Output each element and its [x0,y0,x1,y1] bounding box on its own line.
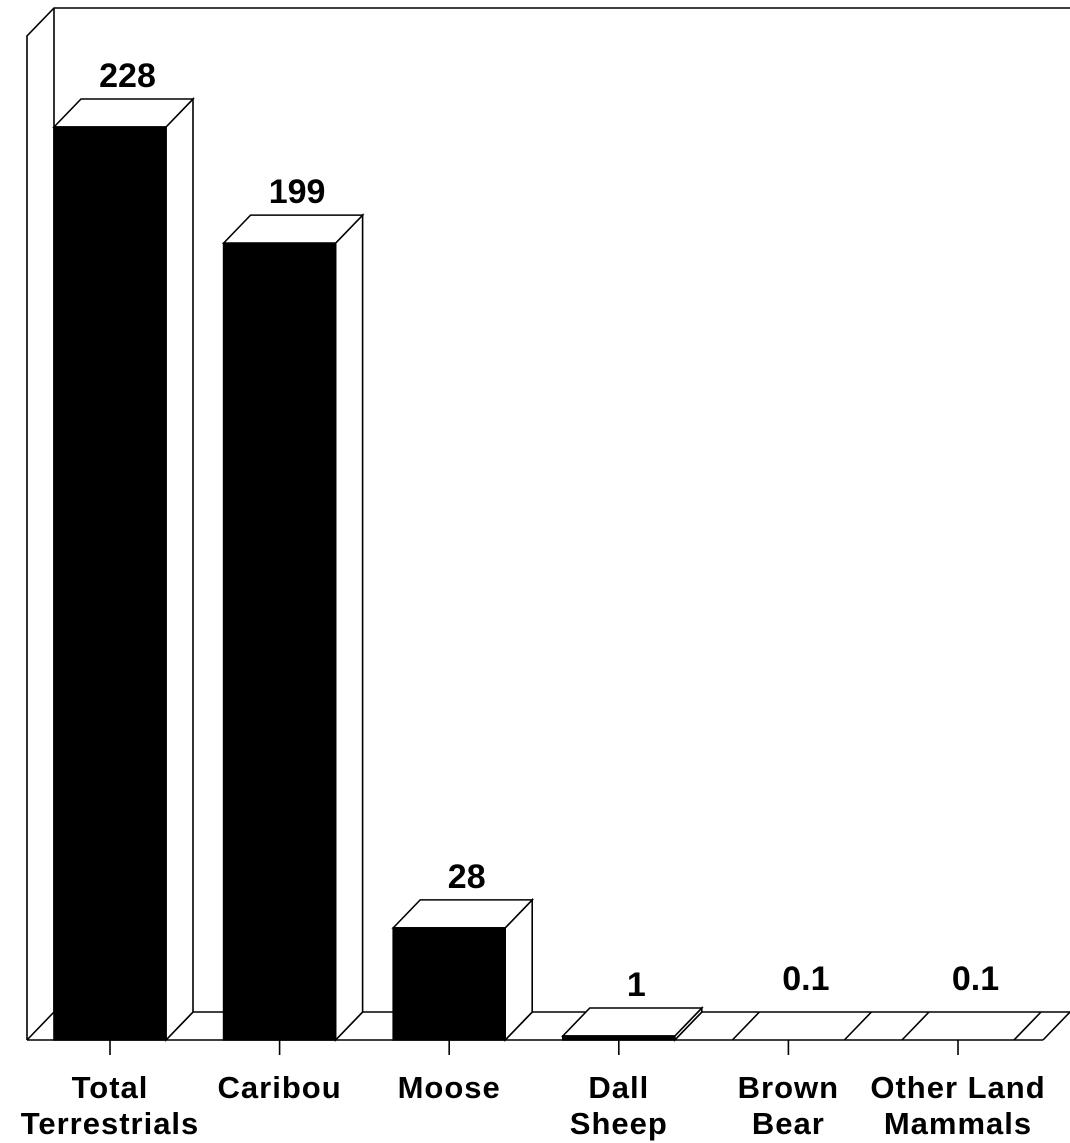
floor-separator [731,1011,760,1041]
bar-front [53,126,167,1041]
data-label: 228 [99,57,156,95]
floor-separator [1013,1011,1042,1041]
category-label: Dall [588,1070,649,1105]
data-label: 0.1 [782,960,829,998]
floor-separator [26,1011,55,1041]
bar-front [561,1035,676,1041]
category-label: Mammals [884,1106,1032,1141]
data-label: 199 [269,173,326,211]
floor-separator [843,1011,872,1041]
floor-right-edge [1042,1011,1070,1041]
category-label: Caribou [218,1070,342,1105]
data-label: 28 [448,858,486,896]
data-label: 1 [627,966,646,1004]
category-label: Total [72,1070,149,1105]
bar [391,897,535,1042]
category-label: Sheep [570,1106,668,1141]
floor-separator [901,1011,930,1041]
bar-side [334,213,364,1042]
category-label: Terrestrials [21,1106,200,1141]
bar-front [392,927,507,1041]
category-label: Moose [398,1070,501,1105]
bar-side [165,97,194,1042]
data-label: 0.1 [952,960,999,998]
bar [52,97,195,1042]
bar-front [222,242,337,1041]
category-label: Other Land [870,1070,1045,1105]
category-label: Bear [752,1106,825,1141]
chart-back-wall-edge [26,7,1070,1040]
category-label: Brown [738,1070,839,1105]
bar-series [52,97,704,1042]
bar [560,1006,704,1042]
bar [221,213,365,1042]
x-axis-ticks [109,1040,959,1055]
data-labels: 228 199 28 1 0.1 0.1 [99,57,999,1004]
